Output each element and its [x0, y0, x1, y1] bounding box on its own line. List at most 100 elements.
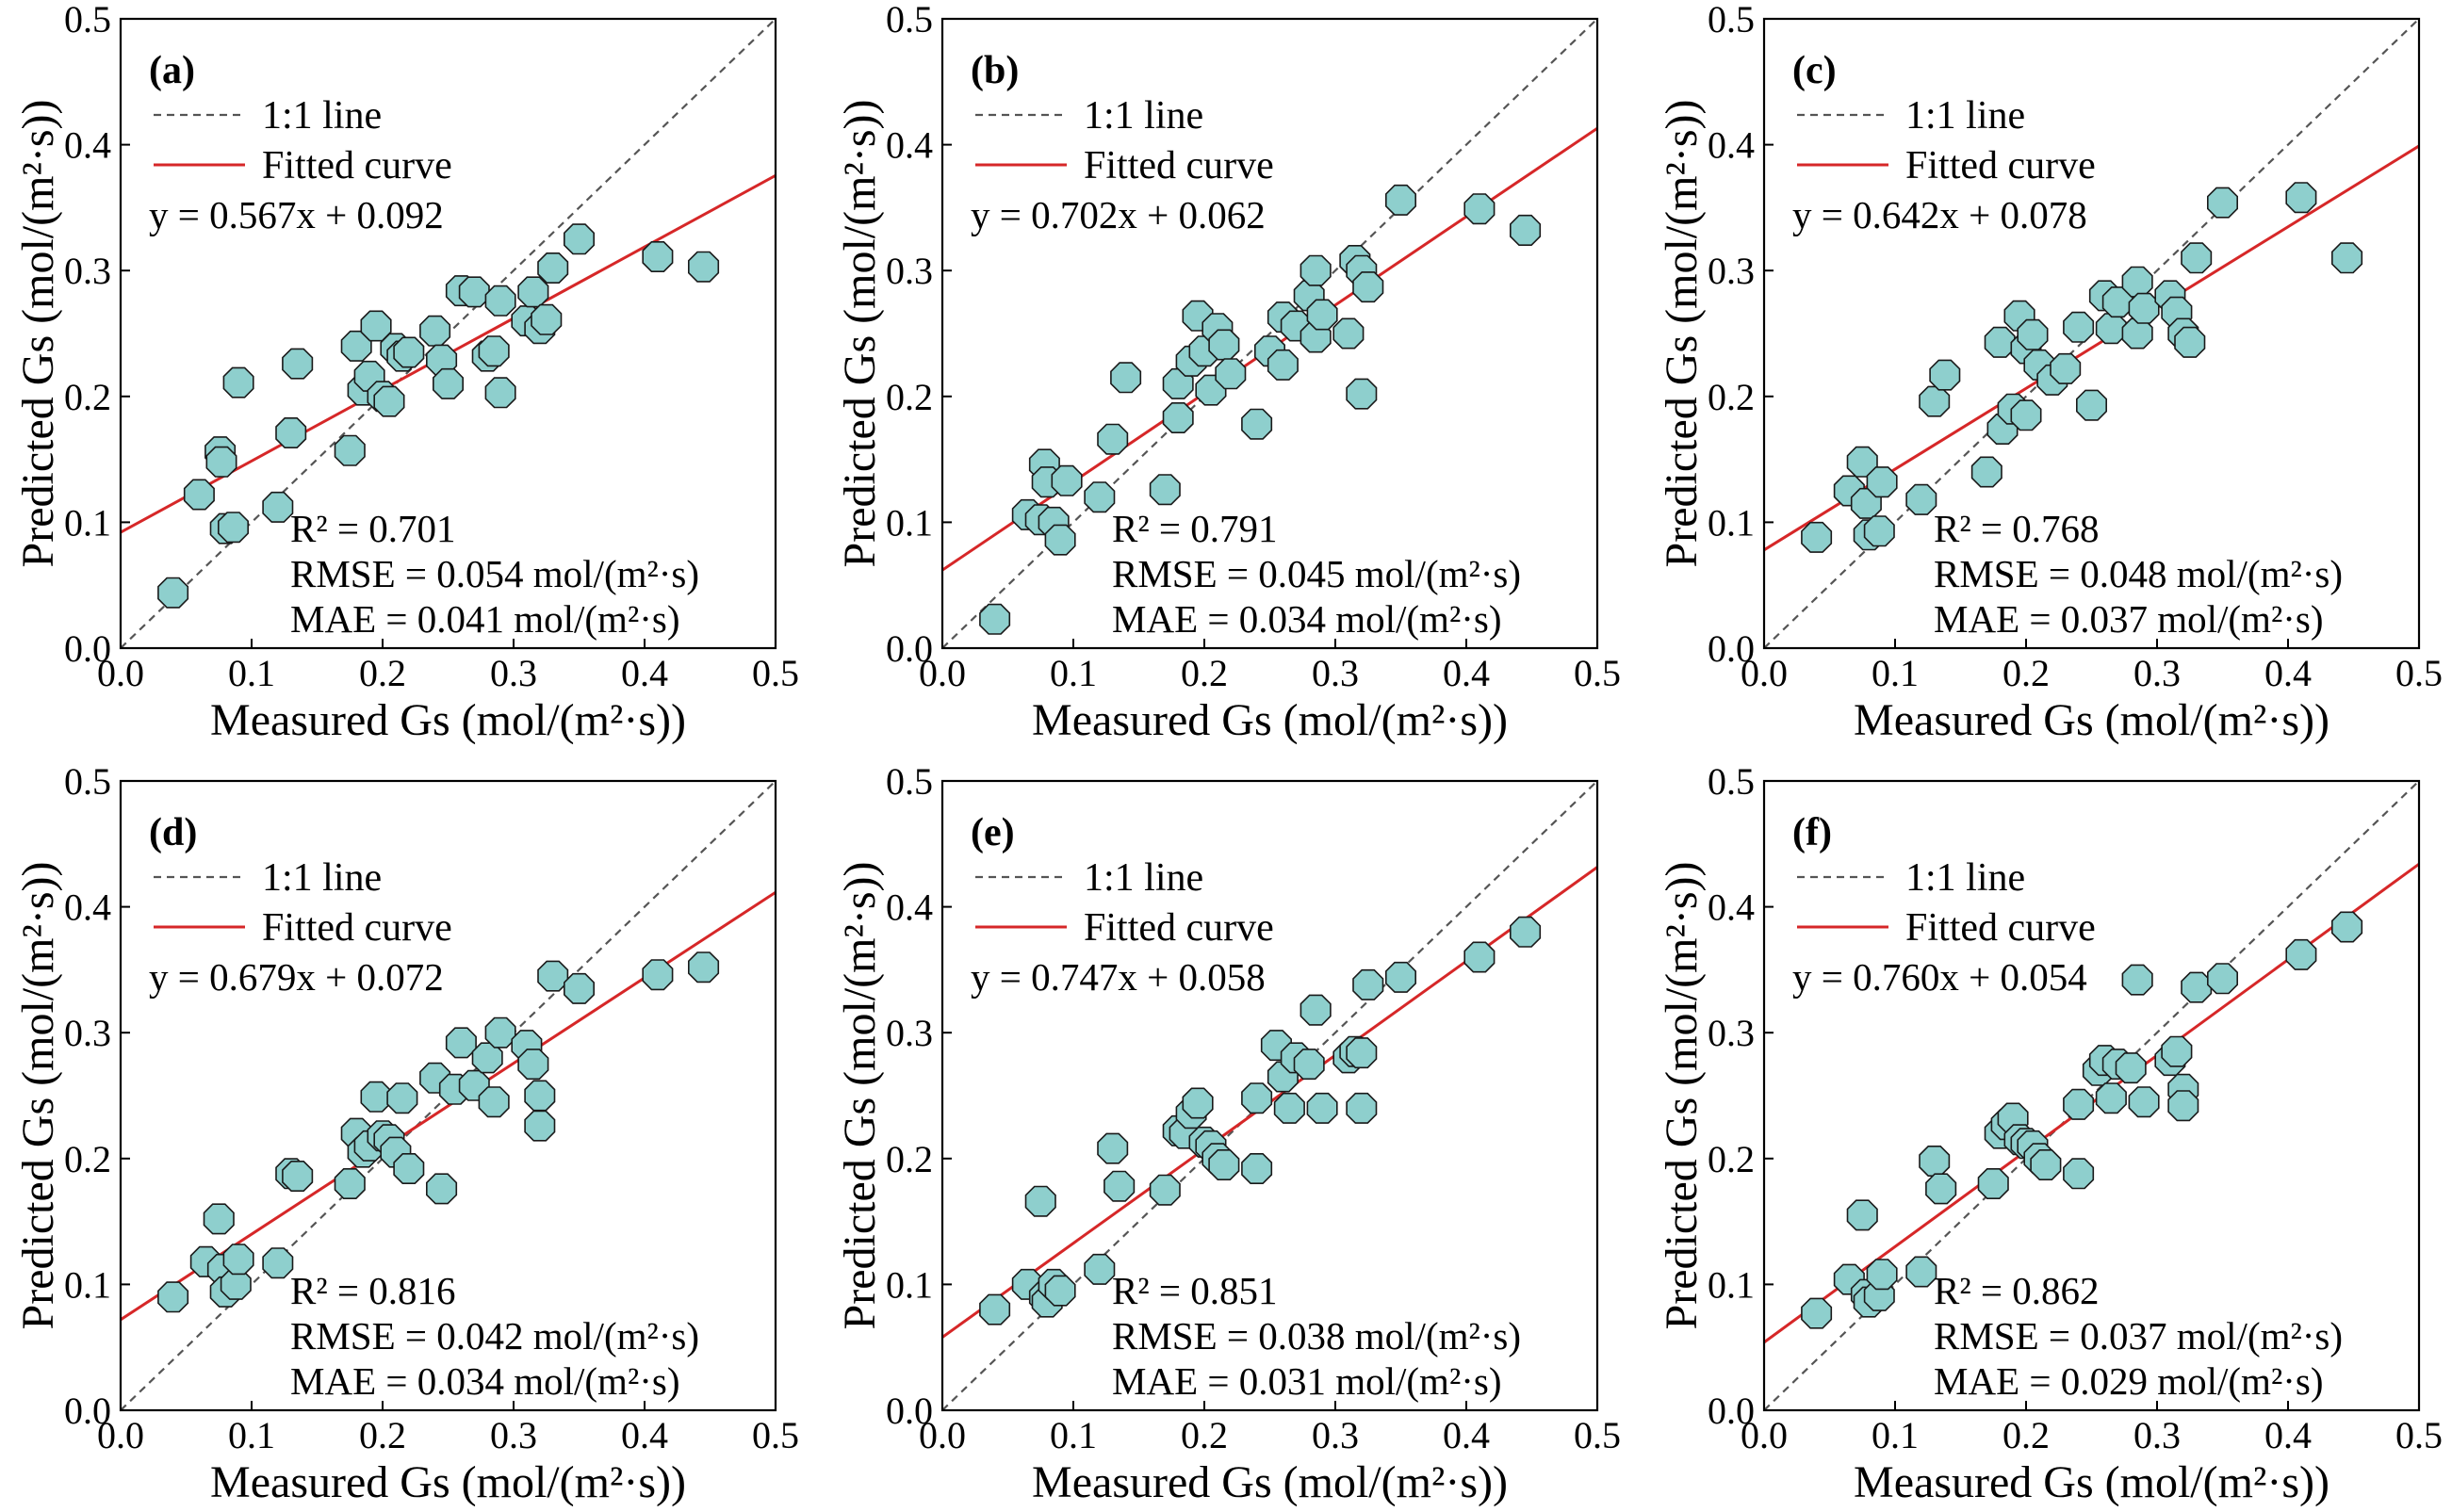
- rmse: RMSE = 0.038 mol/(m²·s): [1112, 1314, 1521, 1358]
- fit-equation: y = 0.679x + 0.072: [149, 955, 444, 999]
- x-axis-title: Measured Gs (mol/(m²·s)): [1032, 695, 1508, 745]
- x-tick-label: 0.1: [228, 652, 275, 694]
- x-tick-label: 0.4: [2264, 652, 2312, 694]
- x-tick-label: 0.2: [1181, 652, 1228, 694]
- data-point: [282, 1161, 314, 1192]
- data-point: [1385, 184, 1416, 216]
- data-point: [2121, 317, 2153, 350]
- panel-label: (a): [149, 49, 195, 92]
- data-point: [1919, 1146, 1951, 1177]
- y-tick-label: 0.2: [64, 1138, 111, 1180]
- data-point: [393, 1153, 425, 1184]
- x-tick-label: 0.3: [2133, 652, 2181, 694]
- data-point: [687, 251, 720, 283]
- data-point: [386, 1082, 418, 1114]
- data-point: [1300, 994, 1332, 1026]
- scatter-panel-c: 0.00.0 0.1 0.1 0.2 0.2 0.3 0.3 0.4 0.4 0.5 0.5 Meas…: [1657, 0, 2443, 745]
- data-point: [2121, 964, 2153, 996]
- data-point: [1346, 1092, 1378, 1124]
- data-point: [2181, 971, 2213, 1003]
- data-point: [1149, 474, 1181, 506]
- rmse: RMSE = 0.042 mol/(m²·s): [290, 1314, 699, 1358]
- r-squared: R² = 0.768: [1934, 507, 2100, 550]
- plot-frame: [940, 17, 1599, 650]
- scatter-panel-b: 0.00.0 0.1 0.1 0.2 0.2 0.3 0.3 0.4 0.4 0.5 0.5 Meas…: [835, 0, 1621, 745]
- data-point: [1273, 1092, 1305, 1124]
- data-point: [1332, 317, 1365, 350]
- y-tick-label: 0.3: [64, 1012, 111, 1054]
- y-tick-label: 0.1: [1708, 501, 1755, 544]
- data-point: [2063, 1158, 2095, 1190]
- data-point: [1044, 524, 1076, 556]
- data-point: [1103, 1170, 1136, 1202]
- data-point: [183, 479, 215, 511]
- x-tick-label: 0.0: [97, 1414, 144, 1456]
- y-tick-label: 0.4: [64, 124, 111, 167]
- fit-equation: y = 0.760x + 0.054: [1792, 955, 2087, 999]
- data-point: [1846, 446, 1878, 478]
- data-point: [1866, 466, 1898, 498]
- data-point: [484, 285, 516, 317]
- plot-area: [121, 781, 776, 1410]
- y-tick-label: 0.3: [1708, 250, 1755, 292]
- x-tick-label: 0.0: [1741, 652, 1788, 694]
- y-tick-label: 0.3: [1708, 1012, 1755, 1054]
- data-point: [2167, 1090, 2199, 1122]
- data-point: [203, 1203, 235, 1235]
- y-axis-title: Predicted Gs (mol/(m²·s)): [1657, 862, 1707, 1330]
- x-tick-label: 0.1: [1050, 1414, 1097, 1456]
- y-axis-title: Predicted Gs (mol/(m²·s)): [835, 100, 885, 568]
- data-point: [262, 1247, 294, 1279]
- data-point: [1510, 214, 1542, 247]
- x-axis-title: Measured Gs (mol/(m²·s)): [210, 695, 686, 745]
- x-tick-label: 0.2: [2002, 652, 2050, 694]
- data-point: [478, 1086, 510, 1118]
- plot-frame: [1762, 17, 2421, 650]
- data-point: [2285, 182, 2317, 214]
- y-tick-label: 0.2: [886, 1138, 933, 1180]
- data-point: [2181, 242, 2213, 274]
- y-axis-title: Predicted Gs (mol/(m²·s)): [835, 862, 885, 1330]
- y-tick-label: 0.0: [64, 627, 111, 670]
- data-point: [222, 366, 254, 398]
- data-point: [1352, 968, 1384, 1000]
- data-point: [1267, 349, 1299, 381]
- y-tick-label: 0.1: [64, 501, 111, 544]
- x-tick-label: 0.1: [1872, 652, 1919, 694]
- data-point: [360, 1081, 392, 1113]
- y-tick-label: 0.4: [64, 886, 111, 929]
- panel-label: (d): [149, 811, 197, 854]
- legend-fitted-label: Fitted curve: [1084, 906, 1274, 950]
- y-axis-title: Predicted Gs (mol/(m²·s)): [1657, 100, 1707, 568]
- data-point: [2128, 292, 2160, 324]
- y-tick-label: 0.5: [1708, 0, 1755, 41]
- data-point: [1149, 1174, 1181, 1206]
- data-point: [1801, 1297, 1833, 1329]
- data-point: [1084, 1253, 1116, 1285]
- y-axis-title: Predicted Gs (mol/(m²·s)): [13, 100, 63, 568]
- data-point: [1182, 1087, 1214, 1119]
- data-point: [1097, 423, 1129, 455]
- data-point: [642, 240, 674, 273]
- rmse: RMSE = 0.045 mol/(m²·s): [1112, 552, 1521, 595]
- y-tick-label: 0.2: [1708, 1138, 1755, 1180]
- data-point: [524, 1110, 556, 1142]
- y-tick-label: 0.3: [64, 250, 111, 292]
- data-point: [2095, 313, 2127, 345]
- data-point: [2161, 1035, 2193, 1067]
- y-tick-label: 0.3: [886, 250, 933, 292]
- data-point: [218, 512, 250, 544]
- plot-frame: [1762, 779, 2421, 1412]
- x-tick-label: 0.0: [1741, 1414, 1788, 1456]
- y-axis-title: Predicted Gs (mol/(m²·s)): [13, 862, 63, 1330]
- data-point: [1463, 193, 1496, 225]
- data-point: [2331, 911, 2363, 943]
- data-point: [1084, 481, 1116, 513]
- plot-frame: [119, 17, 777, 650]
- data-point: [1241, 1153, 1273, 1184]
- plot-area: [1764, 19, 2419, 648]
- legend-fitted-label: Fitted curve: [262, 144, 452, 187]
- data-point: [157, 1281, 189, 1313]
- rmse: RMSE = 0.048 mol/(m²·s): [1934, 552, 2343, 595]
